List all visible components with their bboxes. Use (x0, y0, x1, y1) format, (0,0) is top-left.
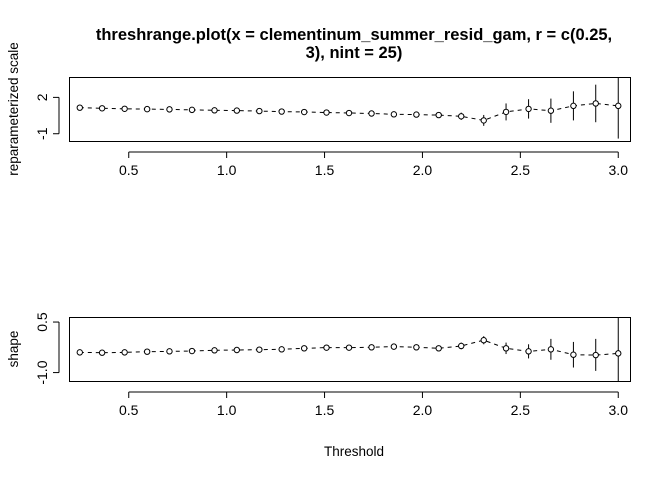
top-estimate-point (323, 109, 330, 116)
bottom-estimate-point (98, 349, 106, 356)
top-y-tick-label: 2 (34, 93, 50, 101)
top-estimate-point (98, 105, 106, 112)
bottom-estimate-point (300, 345, 308, 352)
top-x-tick-label: 2.5 (511, 162, 531, 178)
top-ylabel: reparameterized scale (6, 42, 21, 176)
bottom-estimate-point (323, 344, 330, 351)
bottom-estimate-point (547, 346, 555, 353)
top-panel: reparameterized scale 0.5 1.0 1.5 2.0 2.5 3.0… (6, 42, 631, 178)
top-x-tick-label: 1.5 (315, 162, 335, 178)
top-estimate-point (525, 105, 532, 113)
bottom-estimate-point (368, 344, 375, 351)
bottom-x-tick-label: 0.5 (119, 402, 139, 418)
bottom-ylabel: shape (6, 331, 21, 368)
top-y-tick-label: -1 (34, 127, 50, 140)
bottom-xlabel: Threshold (324, 444, 384, 459)
bottom-estimate-point (143, 348, 151, 355)
bottom-estimate-point (480, 337, 487, 344)
top-estimate-point (368, 110, 375, 117)
plot-title-line-1: threshrange.plot(x = clementinum_summer_… (96, 26, 612, 44)
top-estimate-point (390, 111, 398, 118)
bottom-estimate-point (570, 351, 577, 358)
bottom-estimate-point (121, 349, 128, 356)
top-estimate-point (592, 100, 599, 107)
bottom-estimate-point (615, 350, 622, 357)
bottom-estimate-point (390, 343, 398, 350)
top-estimate-point (570, 102, 577, 110)
top-estimate-point (413, 111, 420, 118)
bottom-x-tick-label: 3.0 (609, 402, 629, 418)
top-estimate-point (300, 108, 308, 116)
bottom-x-tick-label: 2.5 (511, 402, 531, 418)
top-estimate-point (143, 105, 151, 113)
top-plot-frame (69, 77, 631, 142)
bottom-estimate-point (278, 346, 285, 353)
top-estimate-point (547, 107, 555, 114)
bottom-estimate-point (188, 347, 196, 355)
top-estimate-point (256, 107, 263, 115)
top-estimate-point (121, 105, 128, 112)
top-estimate-point (211, 107, 218, 114)
bottom-estimate-point (502, 345, 510, 352)
top-x-tick-label: 0.5 (119, 162, 139, 178)
bottom-estimate-point (345, 344, 353, 351)
top-estimate-point (615, 102, 622, 110)
bottom-estimate-point (592, 351, 599, 359)
top-estimate-point (345, 109, 353, 117)
plot-title-line-2: 3), nint = 25) (306, 44, 403, 62)
top-estimate-point (278, 108, 285, 115)
bottom-estimate-point (458, 342, 465, 350)
top-x-tick-label: 2.0 (413, 162, 433, 178)
bottom-estimate-point (413, 344, 420, 351)
bottom-estimate-point (166, 348, 173, 355)
bottom-y-tick-label: 0.5 (34, 312, 50, 332)
bottom-y-tick-label: -1.0 (34, 360, 50, 384)
bottom-estimate-point (435, 345, 442, 352)
top-estimate-point (188, 106, 196, 114)
bottom-x-tick-label: 1.0 (217, 402, 237, 418)
top-x-tick-label: 3.0 (609, 162, 629, 178)
bottom-x-tick-label: 1.5 (315, 402, 335, 418)
bottom-estimate-point (233, 346, 241, 354)
top-x-tick-label: 1.0 (217, 162, 237, 178)
top-estimate-point (480, 117, 487, 124)
bottom-estimate-point (256, 346, 263, 353)
top-estimate-point (502, 108, 510, 116)
bottom-panel: shape Threshold 0.5 1.0 1.5 2.0 2.5 3.0 -1.0 0.… (6, 312, 631, 459)
top-estimate-point (233, 107, 241, 114)
top-estimate-point (76, 104, 83, 111)
bottom-estimate-point (211, 347, 218, 354)
bottom-plot-frame (69, 317, 631, 382)
bottom-estimate-point (525, 348, 532, 355)
top-estimate-point (458, 113, 465, 120)
bottom-x-tick-label: 2.0 (413, 402, 433, 418)
top-estimate-point (166, 106, 173, 113)
top-estimate-point (435, 111, 442, 119)
bottom-estimate-point (76, 349, 83, 356)
